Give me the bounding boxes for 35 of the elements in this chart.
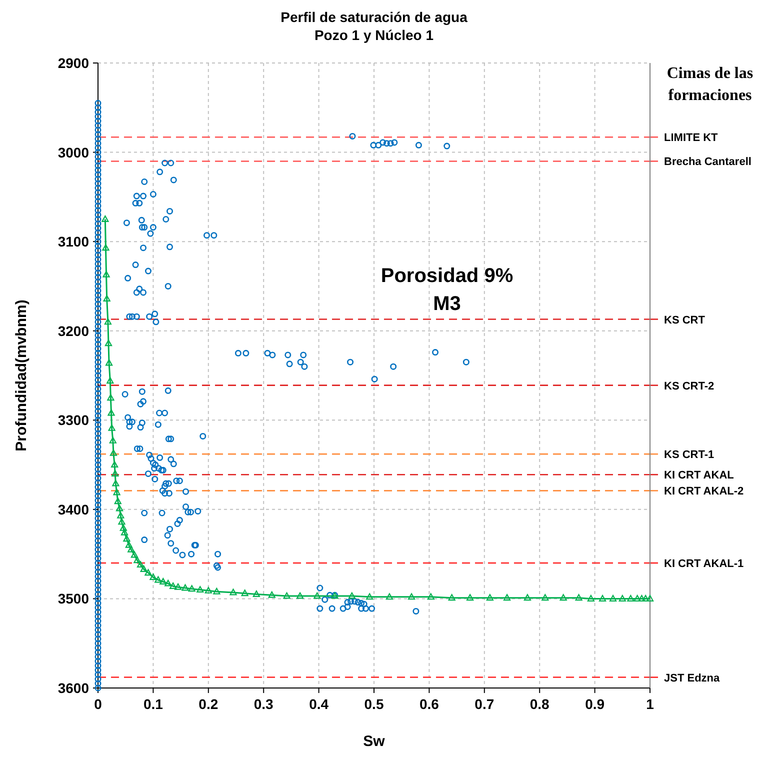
ref-line-label: Brecha Cantarell	[664, 156, 752, 168]
x-tick-label: 0.4	[309, 696, 329, 712]
chart-title: Perfil de saturación de agua	[280, 9, 468, 25]
x-tick-label: 0.2	[198, 696, 218, 712]
x-tick-label: 1	[646, 696, 654, 712]
ref-line-label: KS CRT-2	[664, 380, 714, 392]
y-tick-label: 3300	[58, 412, 90, 428]
x-tick-label: 0.3	[254, 696, 274, 712]
y-axis-title: Profundidad(mvbnm)	[13, 300, 30, 452]
x-tick-label: 0.1	[143, 696, 164, 712]
x-tick-label: 0.6	[419, 696, 440, 712]
text: Cimas de las formaciones	[666, 65, 754, 104]
x-tick-label: 0	[94, 696, 102, 712]
x-axis-title: Sw	[363, 733, 386, 750]
y-tick-label: 2900	[58, 55, 90, 71]
y-tick-label: 3200	[58, 322, 90, 339]
y-tick-label: 3400	[58, 501, 90, 518]
annotation: Porosidad 9%	[380, 265, 514, 287]
ref-line-label: KI CRT AKAL-1	[664, 558, 744, 570]
x-tick-label: 0.5	[364, 696, 384, 712]
ref-line-label: KS CRT	[664, 314, 706, 326]
ref-line-label: KS CRT-1	[664, 449, 714, 462]
chart-subtitle: Pozo 1 y Núcleo 1	[314, 27, 434, 43]
y-tick-label: 3600	[58, 680, 90, 696]
ref-line-label: KI CRT AKAL	[664, 470, 734, 482]
y-tick-label: 3000	[58, 144, 90, 160]
y-tick-label: 3500	[58, 590, 90, 607]
y-tick-label: 3100	[58, 234, 90, 250]
x-tick-label: 0.8	[530, 696, 550, 712]
ref-line-label: JST Edzna	[664, 672, 721, 684]
ref-line-label: LIMITE KT	[664, 132, 718, 144]
annotation: M3	[433, 293, 461, 315]
x-tick-label: 0.7	[474, 696, 494, 712]
x-tick-label: 0.9	[585, 696, 605, 712]
ref-line-label: KI CRT AKAL-2	[664, 486, 744, 498]
